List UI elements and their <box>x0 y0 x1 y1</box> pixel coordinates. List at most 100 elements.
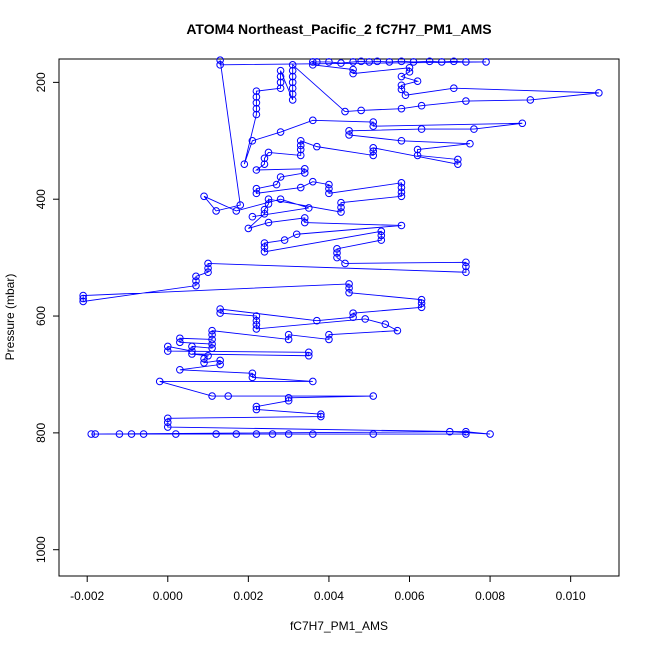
data-point <box>248 369 257 378</box>
data-point <box>288 72 297 81</box>
data-point <box>208 392 216 400</box>
data-point <box>204 351 212 360</box>
data-point <box>462 262 470 271</box>
data-point <box>208 330 216 339</box>
data-point <box>377 227 386 236</box>
data-point <box>300 214 309 222</box>
y-axis: 200 400 600 800 1000 <box>34 72 59 563</box>
data-point <box>397 192 406 201</box>
data-point <box>224 392 233 400</box>
data-point <box>397 57 406 66</box>
data-point <box>304 204 313 212</box>
data-point <box>341 107 349 116</box>
data-point <box>369 144 378 152</box>
data-point <box>369 430 378 438</box>
data-point <box>369 151 378 160</box>
data-point <box>337 59 345 67</box>
data-point <box>345 131 353 139</box>
data-point <box>309 177 317 186</box>
data-point <box>216 61 224 69</box>
data-point <box>341 259 349 268</box>
data-point <box>204 264 212 272</box>
data-point <box>236 201 245 209</box>
data-point <box>373 57 382 66</box>
x-tick-label: 0.010 <box>556 589 586 603</box>
data-point <box>252 325 261 333</box>
data-point <box>296 151 305 160</box>
data-point <box>417 299 426 307</box>
data-point <box>79 291 87 300</box>
data-point <box>337 208 345 216</box>
data-point <box>276 72 285 81</box>
data-point <box>325 184 333 193</box>
data-point <box>413 151 422 160</box>
data-point <box>192 272 200 281</box>
data-point <box>276 128 285 136</box>
data-point <box>462 258 470 267</box>
data-point <box>284 330 293 339</box>
data-point <box>385 58 394 66</box>
data-point <box>252 110 261 119</box>
data-point <box>139 430 148 438</box>
data-point <box>462 427 470 436</box>
data-point <box>216 356 224 365</box>
data-point <box>200 358 208 367</box>
data-point <box>309 58 317 66</box>
data-point <box>216 305 224 313</box>
data-point <box>204 259 212 268</box>
data-point <box>397 72 406 81</box>
data-point <box>462 430 470 438</box>
data-point <box>349 65 357 74</box>
data-point <box>425 57 434 66</box>
data-point <box>300 218 309 227</box>
data-point <box>325 330 333 339</box>
data-point <box>268 430 277 438</box>
data-point <box>466 139 474 148</box>
data-point <box>300 169 309 177</box>
data-point <box>304 351 313 360</box>
data-point <box>252 312 261 320</box>
data-point <box>216 309 224 317</box>
data-point <box>79 297 87 306</box>
data-point <box>208 340 216 348</box>
data-point <box>252 184 261 193</box>
data-point <box>349 58 357 66</box>
data-point <box>252 99 261 107</box>
x-axis: -0.002 0.000 0.002 0.004 0.006 0.008 0.010 <box>70 576 586 603</box>
data-point <box>212 430 220 438</box>
data-point <box>252 402 261 411</box>
data-point <box>252 430 261 438</box>
data-point <box>264 195 273 203</box>
x-tick-label: -0.002 <box>70 589 104 603</box>
data-point <box>260 205 269 214</box>
data-point <box>309 430 317 438</box>
data-point <box>163 347 172 355</box>
data-point <box>345 280 353 288</box>
data-point <box>296 145 305 154</box>
data-point <box>349 309 357 317</box>
data-point <box>337 198 345 207</box>
x-axis-label: fC7H7_PM1_AMS <box>290 619 388 633</box>
data-point <box>176 338 184 347</box>
data-point <box>192 281 200 290</box>
data-point <box>208 335 216 344</box>
data-point <box>313 316 321 325</box>
data-point <box>260 243 269 251</box>
data-point <box>462 268 470 277</box>
data-point <box>397 85 406 94</box>
series-group <box>79 56 603 438</box>
y-tick-label: 800 <box>34 423 48 443</box>
data-point <box>357 57 365 66</box>
data-point <box>333 249 341 257</box>
data-point <box>212 207 220 215</box>
data-point <box>244 224 253 233</box>
data-point <box>163 418 172 427</box>
data-point <box>365 58 374 66</box>
data-point <box>337 203 345 212</box>
plot-frame <box>58 58 620 577</box>
x-tick-label: 0.004 <box>314 589 344 603</box>
data-point <box>413 145 422 154</box>
data-point <box>248 373 257 382</box>
data-point <box>252 104 261 113</box>
data-point <box>345 127 353 135</box>
